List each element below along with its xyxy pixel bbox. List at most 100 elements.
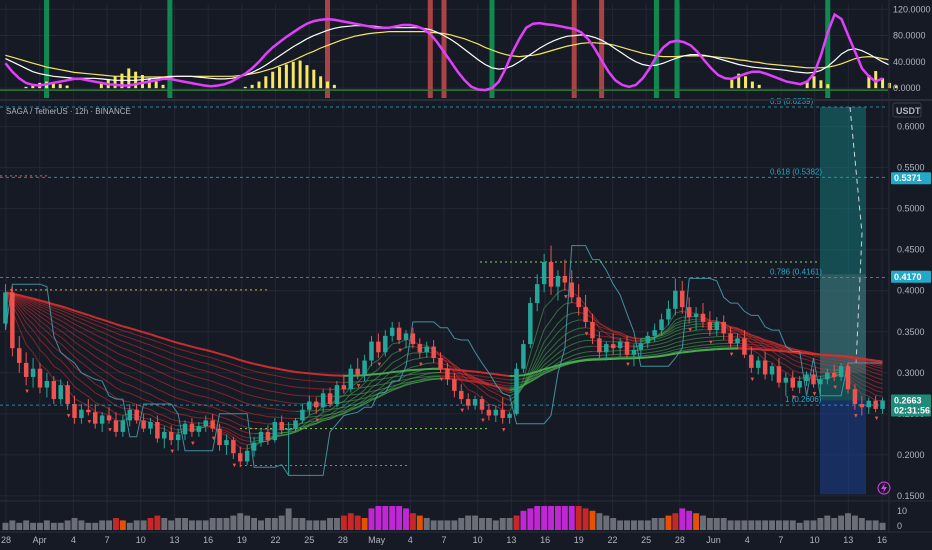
ribbon-segment <box>682 324 690 327</box>
ribbon-segment <box>53 355 61 361</box>
ribbon-segment <box>454 378 462 380</box>
ribbon-segment <box>309 420 317 423</box>
ribbon-segment <box>364 395 372 399</box>
ribbon-segment <box>19 294 27 298</box>
ribbon-segment <box>868 374 876 379</box>
ribbon-segment <box>840 359 849 363</box>
ribbon-segment <box>350 389 358 395</box>
candle-body <box>666 308 671 320</box>
ribbon-segment <box>868 360 876 363</box>
candle <box>99 412 105 432</box>
ribbon-segment <box>136 329 144 334</box>
ribbon-segment <box>350 399 358 402</box>
candle-body <box>99 415 105 424</box>
ribbon-segment <box>184 364 193 368</box>
ribbon-segment <box>122 400 130 403</box>
ribbon-segment <box>39 316 48 322</box>
ribbon-segment <box>799 362 807 365</box>
ribbon-segment <box>626 336 635 339</box>
ribbon-segment <box>171 352 179 356</box>
volume-bar <box>209 518 216 530</box>
ribbon-segment <box>115 338 124 342</box>
ribbon-segment <box>495 373 503 377</box>
ribbon-segment <box>557 353 566 360</box>
ribbon-segment <box>799 350 807 353</box>
ribbon-segment <box>191 410 199 413</box>
ribbon-segment <box>226 385 234 390</box>
candle-body <box>680 290 685 308</box>
ribbon-segment <box>419 362 427 366</box>
histogram-bar <box>161 84 165 89</box>
histogram-bar <box>154 81 158 89</box>
candle <box>238 446 243 468</box>
volume-bar <box>582 508 589 530</box>
ribbon-segment <box>198 411 206 414</box>
ribbon-segment <box>613 331 621 334</box>
ribbon-segment <box>67 324 75 330</box>
currency-label: USDT <box>896 106 921 116</box>
ribbon-segment <box>88 359 96 366</box>
candle <box>279 415 284 435</box>
ribbon-segment <box>827 358 835 361</box>
ribbon-segment <box>364 373 372 377</box>
volume-bar <box>202 520 209 530</box>
ribbon-segment <box>875 386 883 389</box>
ribbon-segment <box>371 379 379 381</box>
ribbon-segment <box>309 412 317 416</box>
candle-body <box>521 344 526 369</box>
ribbon-segment <box>543 358 552 366</box>
ribbon-segment <box>454 368 462 372</box>
histogram-bar <box>284 64 288 89</box>
ribbon-segment <box>661 332 669 337</box>
candle-body <box>30 368 36 377</box>
candle <box>30 358 36 388</box>
candle <box>134 403 139 424</box>
candle <box>251 436 257 457</box>
currency-box[interactable] <box>892 102 922 118</box>
ribbon-segment <box>254 421 262 424</box>
volume-bar <box>672 513 679 530</box>
histogram-bar <box>264 76 268 89</box>
lightning-icon[interactable] <box>877 481 891 495</box>
ribbon-segment <box>758 342 766 345</box>
volume-bar <box>499 518 506 530</box>
candle <box>300 403 305 424</box>
ribbon-segment <box>384 353 393 363</box>
ribbon-segment <box>157 335 165 340</box>
histogram-bar <box>278 67 282 89</box>
price-badge <box>891 394 931 417</box>
ribbon-segment <box>481 384 490 391</box>
ribbon-segment <box>868 364 876 368</box>
ribbon-segment <box>357 397 365 401</box>
ribbon-segment <box>475 378 483 380</box>
ribbon-segment <box>350 393 358 396</box>
histogram-bar <box>243 86 247 89</box>
ribbon-segment <box>813 355 821 358</box>
ribbon-segment <box>689 349 697 353</box>
ribbon-segment <box>536 349 545 364</box>
volume-bar <box>361 518 368 530</box>
ribbon-segment <box>668 319 676 329</box>
ribbon-segment <box>536 307 545 331</box>
ribbon-segment <box>81 327 89 332</box>
volume-bar <box>644 520 651 530</box>
candle <box>825 368 830 385</box>
ribbon-segment <box>219 375 227 379</box>
legend-separator: · <box>68 107 75 116</box>
ribbon-segment <box>164 373 172 378</box>
volume-bar <box>223 518 230 530</box>
ribbon-segment <box>820 363 828 366</box>
fib-level-label: 0.786 (0.4161) <box>770 268 822 277</box>
ribbon-segment <box>820 360 828 363</box>
ribbon-segment <box>875 366 883 369</box>
ribbon-segment <box>668 325 676 332</box>
histogram-bar <box>737 73 741 89</box>
volume-bar <box>416 515 423 530</box>
ribbon-segment <box>95 320 103 324</box>
ribbon-segment <box>171 411 179 415</box>
ribbon-segment <box>74 312 82 317</box>
candle <box>783 372 789 396</box>
candle-body <box>583 307 588 322</box>
volume-bar <box>472 515 479 530</box>
